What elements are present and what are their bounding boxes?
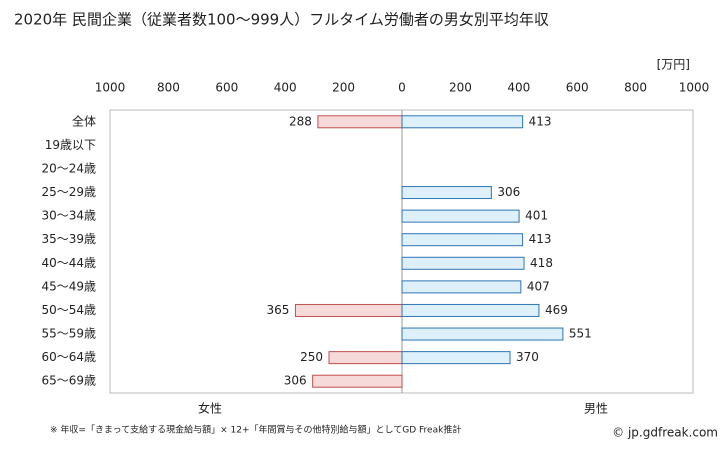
bar [401,115,524,129]
value-label: 306 [497,185,520,199]
x-tick-label: 600 [566,81,589,95]
bar [401,351,511,365]
legend-label: 男性 [584,402,608,416]
x-tick-label: 200 [332,81,355,95]
bar [401,209,520,223]
bar [312,374,403,388]
value-label: 288 [289,114,312,128]
bar [401,186,492,200]
x-tick-label: 1000 [95,81,126,95]
y-tick-label: 20〜24歳 [41,161,96,175]
y-tick-label: 55〜59歳 [41,327,96,341]
value-label: 365 [267,303,290,317]
legend-label: 女性 [198,401,222,416]
x-tick-label: 400 [274,81,297,95]
y-tick-label: 40〜44歳 [41,256,96,270]
value-label: 469 [545,303,568,317]
source: © jp.gdfreak.com [612,426,718,440]
y-tick-label: 19歳以下 [45,138,96,152]
bar [328,351,403,365]
unit-label: [万円] [657,58,690,72]
y-tick-label: 全体 [72,113,96,128]
x-tick-label: 800 [624,81,647,95]
bar [317,115,403,129]
bar [401,256,525,270]
y-tick-label: 35〜39歳 [41,232,96,246]
value-label: 370 [516,350,539,364]
x-tick-label: 0 [398,81,406,95]
value-label: 401 [525,209,548,223]
value-label: 407 [527,279,550,293]
value-label: 413 [529,114,552,128]
y-tick-label: 25〜29歳 [41,185,96,199]
value-label: 250 [300,350,323,364]
x-tick-label: 600 [215,81,238,95]
value-label: 551 [569,327,592,341]
y-tick-label: 50〜54歳 [41,303,96,317]
chart-title: 2020年 民間企業（従業者数100〜999人）フルタイム労働者の男女別平均年収 [14,11,549,29]
bar [401,327,564,341]
y-tick-label: 65〜69歳 [41,374,96,388]
bar [401,303,540,317]
value-label: 418 [530,256,553,270]
x-tick-label: 400 [507,81,530,95]
value-label: 413 [529,232,552,246]
x-tick-label: 200 [449,81,472,95]
bar [294,303,403,317]
x-tick-label: 1000 [679,81,710,95]
y-tick-label: 30〜34歳 [41,209,96,223]
bar [401,280,522,294]
y-tick-label: 45〜49歳 [41,279,96,293]
x-tick-label: 800 [157,81,180,95]
y-tick-label: 60〜64歳 [41,350,96,364]
value-label: 306 [284,374,307,388]
footnote: ※ 年収=「きまって支給する現金給与額」× 12+「年間賞与その他特別給与額」と… [50,424,461,436]
bar [401,233,524,247]
